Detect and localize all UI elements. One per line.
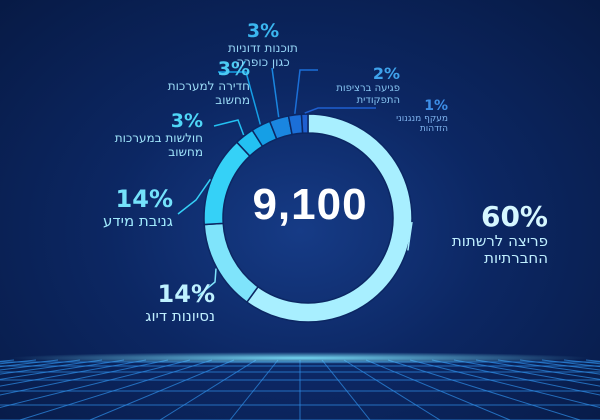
floor-grid — [0, 359, 600, 420]
leader-line — [213, 119, 245, 136]
leader-line — [177, 178, 211, 215]
grid-line — [0, 359, 169, 396]
leader-line — [271, 67, 280, 118]
grid-line — [19, 359, 213, 420]
center-total: 9,100 — [252, 180, 368, 229]
slice-text-line: פגיעה ברציפות — [336, 83, 400, 94]
donut-chart — [203, 113, 413, 323]
slice-label-vulnerabilities: 3% חולשות במערכות מחשוב — [83, 110, 203, 160]
slice-text-line: כגון כופרה — [236, 54, 290, 69]
grid-line — [0, 359, 103, 375]
leader-line — [407, 221, 413, 251]
slice-text-line: התפקודית — [356, 94, 400, 106]
slice-text-line: פריצה לרשתות — [451, 232, 548, 250]
donut-slice — [245, 113, 413, 323]
grid-line — [229, 359, 279, 420]
slice-text-line: מחשוב — [168, 144, 203, 159]
slice-text-line: תוכנות זדוניות — [228, 41, 298, 55]
slice-label-data-theft: 14% גניבת מידע — [63, 185, 173, 230]
slice-pct: 3% — [170, 110, 203, 132]
slice-text-line: חולשות במערכות — [114, 131, 203, 145]
leader-line — [304, 107, 376, 114]
leader-line — [294, 69, 318, 114]
slice-text-line: החברתיות — [484, 249, 548, 268]
grid-line — [0, 359, 147, 387]
slice-pct: 2% — [372, 64, 400, 83]
slice-text-line: מחשוב — [215, 92, 250, 107]
horizon-glow — [10, 352, 590, 364]
leader-line — [197, 268, 217, 297]
slice-pct: 3% — [246, 20, 280, 42]
slice-label-intrusion: 3% חדירה למערכות מחשוב — [130, 58, 250, 108]
slice-label-phishing: 14% נסיונות דיוג — [95, 280, 215, 325]
slice-pct: 14% — [157, 280, 215, 308]
grid-line — [431, 359, 600, 396]
donut-slice — [300, 113, 309, 134]
slice-text-line: נסיונות דיוג — [145, 307, 215, 325]
slice-pct: 60% — [480, 200, 548, 233]
grid-line — [453, 359, 600, 387]
grid-line — [409, 359, 600, 409]
grid-line — [0, 359, 191, 409]
grid-line — [497, 359, 600, 375]
slice-label-malware: 3% תוכנות זדוניות כגון כופרה — [208, 20, 318, 70]
slice-text-line: מעקף מנגנוני — [396, 114, 448, 124]
grid-line — [321, 359, 371, 420]
slice-label-60: 60% פריצה לרשתות החברתיות — [408, 200, 548, 268]
leader-line — [218, 71, 262, 125]
slice-pct: 1% — [424, 98, 448, 114]
slice-text-line: גניבת מידע — [103, 212, 173, 230]
slice-label-continuity: 2% פגיעה ברציפות התפקודית — [300, 64, 400, 106]
grid-line — [387, 359, 581, 420]
slice-pct: 3% — [217, 58, 250, 80]
grid-line — [0, 359, 125, 380]
grid-line — [475, 359, 600, 380]
grid-line — [343, 359, 441, 420]
slice-text-line: הזדהות — [419, 124, 448, 135]
slice-text-line: חדירה למערכות — [167, 79, 250, 93]
grid-line — [159, 359, 257, 420]
grid-line — [89, 359, 235, 420]
grid-line — [365, 359, 511, 420]
leader-lines — [177, 67, 413, 297]
slice-label-auth-bypass: 1% מעקף מנגנוני הזדהות — [378, 98, 448, 135]
slice-pct: 14% — [115, 185, 173, 213]
